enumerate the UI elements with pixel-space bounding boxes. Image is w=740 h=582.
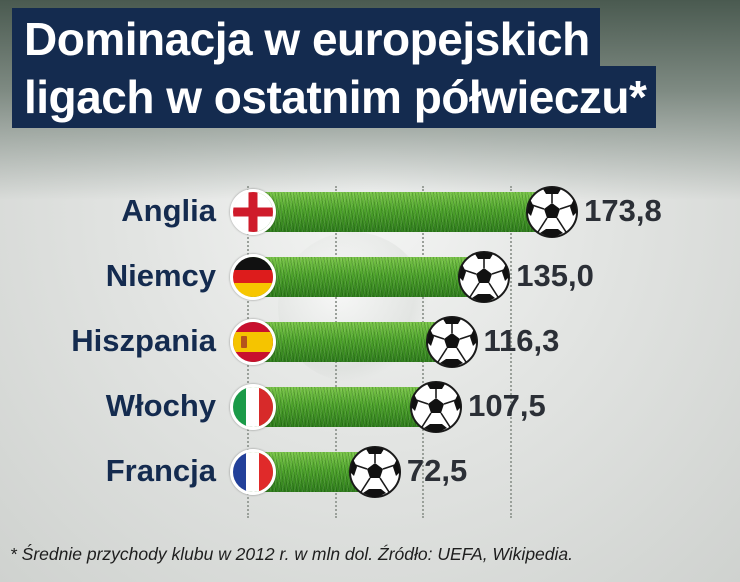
soccer-ball-icon bbox=[409, 380, 463, 434]
bar bbox=[248, 387, 437, 427]
value-label: 107,5 bbox=[468, 388, 546, 423]
category-label: Anglia bbox=[121, 193, 216, 228]
chart-title-line-1: Dominacja w europejskich bbox=[12, 8, 600, 70]
germany-flag-icon bbox=[230, 254, 276, 300]
soccer-ball-icon bbox=[457, 250, 511, 304]
category-label: Niemcy bbox=[105, 258, 216, 293]
spain-flag-icon bbox=[230, 319, 276, 365]
france-flag-icon bbox=[230, 449, 276, 495]
italy-flag-icon bbox=[230, 384, 276, 430]
value-label: 135,0 bbox=[516, 258, 594, 293]
bar bbox=[248, 322, 452, 362]
england-flag-icon bbox=[230, 189, 276, 235]
value-label: 72,5 bbox=[406, 453, 468, 488]
value-label: 173,8 bbox=[584, 193, 662, 228]
footnote: * Średnie przychody klubu w 2012 r. w ml… bbox=[10, 544, 573, 564]
bar bbox=[248, 192, 553, 232]
chart-title-line-2: ligach w ostatnim półwieczu* bbox=[12, 66, 657, 128]
category-label: Hiszpania bbox=[71, 323, 216, 358]
gridline bbox=[509, 186, 512, 518]
soccer-ball-icon bbox=[348, 445, 402, 499]
soccer-ball-icon bbox=[425, 315, 479, 369]
category-label: Francja bbox=[105, 453, 216, 488]
bar bbox=[248, 257, 485, 297]
category-label: Włochy bbox=[105, 388, 216, 423]
value-label: 116,3 bbox=[483, 323, 560, 358]
soccer-ball-icon bbox=[525, 185, 579, 239]
